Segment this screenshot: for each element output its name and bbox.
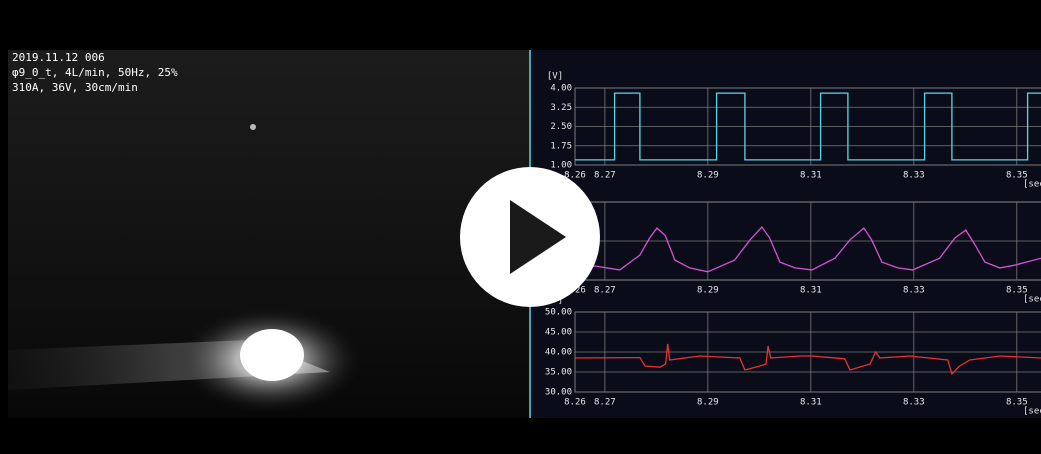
x-tick-label: 8.27 xyxy=(594,286,616,296)
x-tick-label: 8.33 xyxy=(903,398,925,408)
y-tick-label: 2.50 xyxy=(550,122,572,132)
overlay-text: 310A, 36V, 30cm/min xyxy=(12,81,138,94)
x-tick-label: 8.29 xyxy=(697,398,719,408)
y-tick-label: 35.00 xyxy=(545,368,572,378)
y-tick-label: 30.00 xyxy=(545,388,572,398)
y-tick-label: 40.00 xyxy=(545,348,572,358)
x-tick-label: 8.29 xyxy=(697,171,719,181)
overlay-text: φ9_0_t, 4L/min, 50Hz, 25% xyxy=(12,66,178,79)
x-unit-label: [sec] xyxy=(1023,180,1041,190)
x-tick-label: 8.31 xyxy=(800,398,822,408)
y-tick-label: 3.25 xyxy=(550,103,572,113)
play-button[interactable] xyxy=(460,167,600,307)
x-tick-label: 8.33 xyxy=(903,171,925,181)
x-tick-label: 8.31 xyxy=(800,171,822,181)
x-tick-label: 8.27 xyxy=(594,398,616,408)
y-tick-label: 50.00 xyxy=(545,308,572,318)
y-tick-label: 1.00 xyxy=(550,161,572,171)
arc-core xyxy=(240,329,304,381)
overlay-text: 2019.11.12 006 xyxy=(12,51,105,64)
y-tick-label: 1.75 xyxy=(550,141,572,151)
x-tick-label: 8.33 xyxy=(903,286,925,296)
spark xyxy=(250,124,256,130)
x-unit-label: [sec] xyxy=(1023,407,1041,417)
y-unit-label: [V] xyxy=(547,72,563,82)
y-tick-label: 45.00 xyxy=(545,328,572,338)
x-tick-label: 8.29 xyxy=(697,286,719,296)
video-frame: 2019.11.12 006 φ9_0_t, 4L/min, 50Hz, 25%… xyxy=(0,0,1041,454)
x-unit-label: [sec] xyxy=(1023,295,1041,305)
y-tick-label: 4.00 xyxy=(550,84,572,94)
x-tick-label: 8.27 xyxy=(594,171,616,181)
video-player: 2019.11.12 006 φ9_0_t, 4L/min, 50Hz, 25%… xyxy=(0,0,1041,454)
x-tick-label: 8.26 xyxy=(564,398,586,408)
x-tick-label: 8.31 xyxy=(800,286,822,296)
